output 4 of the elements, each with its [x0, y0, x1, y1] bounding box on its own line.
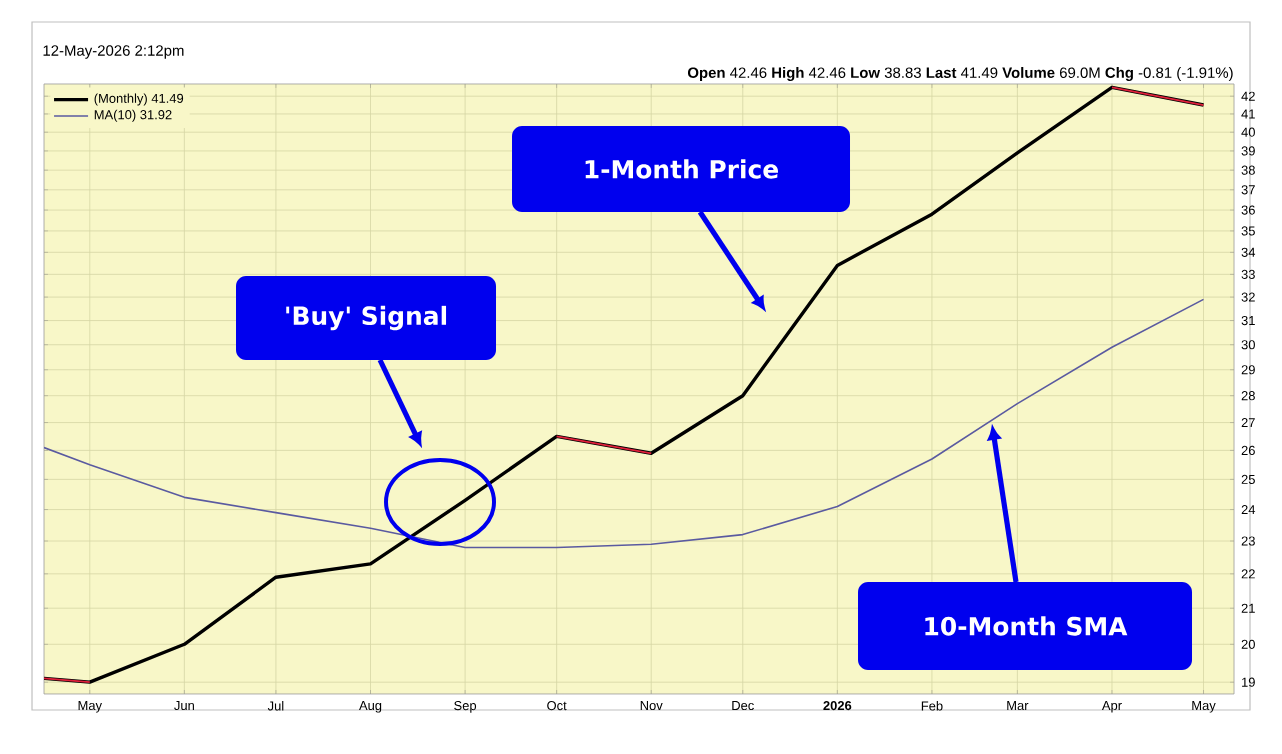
annotation: 'Buy' Signal — [286, 305, 447, 331]
annotation: 1-Month Price — [585, 159, 778, 179]
line-series — [44, 298, 1205, 549]
annotation: 10-Month SMA — [925, 616, 1128, 636]
